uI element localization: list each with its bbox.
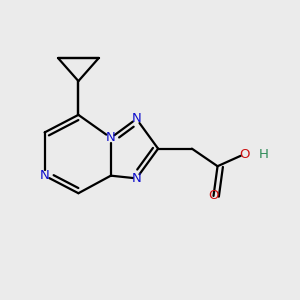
Text: N: N [40, 169, 50, 182]
Text: H: H [259, 148, 269, 160]
Text: N: N [132, 172, 141, 185]
Text: N: N [106, 131, 116, 144]
Text: N: N [132, 112, 141, 125]
Text: O: O [208, 189, 219, 203]
Text: O: O [239, 148, 250, 160]
